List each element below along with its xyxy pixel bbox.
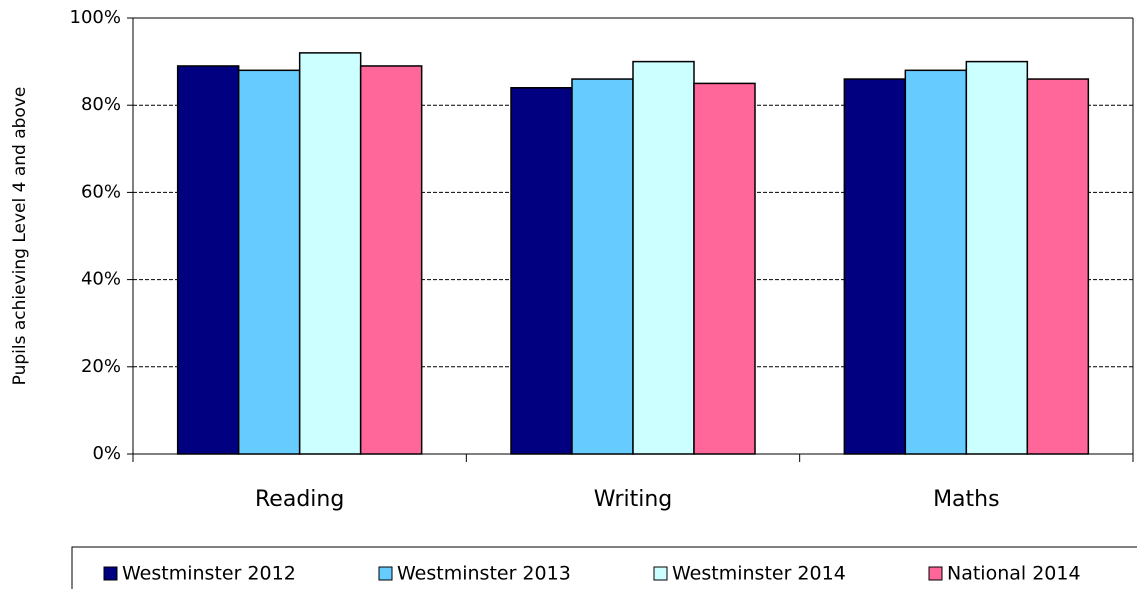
- bar: [632, 60, 695, 455]
- y-tick-label: 80%: [81, 94, 121, 115]
- y-tick-label: 100%: [70, 7, 121, 28]
- legend-label: Westminster 2012: [122, 563, 296, 585]
- legend-swatch: [378, 566, 393, 581]
- bar: [904, 69, 968, 455]
- bar: [176, 65, 240, 455]
- bar: [1026, 78, 1090, 455]
- x-tick-label: Maths: [933, 487, 1000, 512]
- legend-swatch: [103, 566, 118, 581]
- bar: [965, 60, 1029, 455]
- legend-swatch: [928, 566, 943, 581]
- bar: [693, 82, 756, 455]
- legend-box: [71, 546, 1137, 589]
- bar: [359, 65, 423, 455]
- bar: [298, 52, 362, 455]
- y-tick-label: 20%: [81, 356, 121, 377]
- legend-label: Westminster 2014: [672, 563, 846, 585]
- y-tick-label: 0%: [92, 443, 121, 464]
- legend-swatch: [653, 566, 668, 581]
- x-tick-label: Writing: [594, 487, 673, 512]
- x-tick-label: Reading: [255, 487, 344, 512]
- bar: [843, 78, 907, 455]
- bar: [571, 78, 634, 455]
- y-tick-label: 40%: [81, 269, 121, 290]
- bar: [237, 69, 301, 455]
- legend-label: Westminster 2013: [397, 563, 571, 585]
- y-tick-label: 60%: [81, 181, 121, 202]
- legend-label: National 2014: [947, 563, 1081, 585]
- y-axis-label: Pupils achieving Level 4 and above: [10, 87, 30, 386]
- bar: [510, 87, 573, 455]
